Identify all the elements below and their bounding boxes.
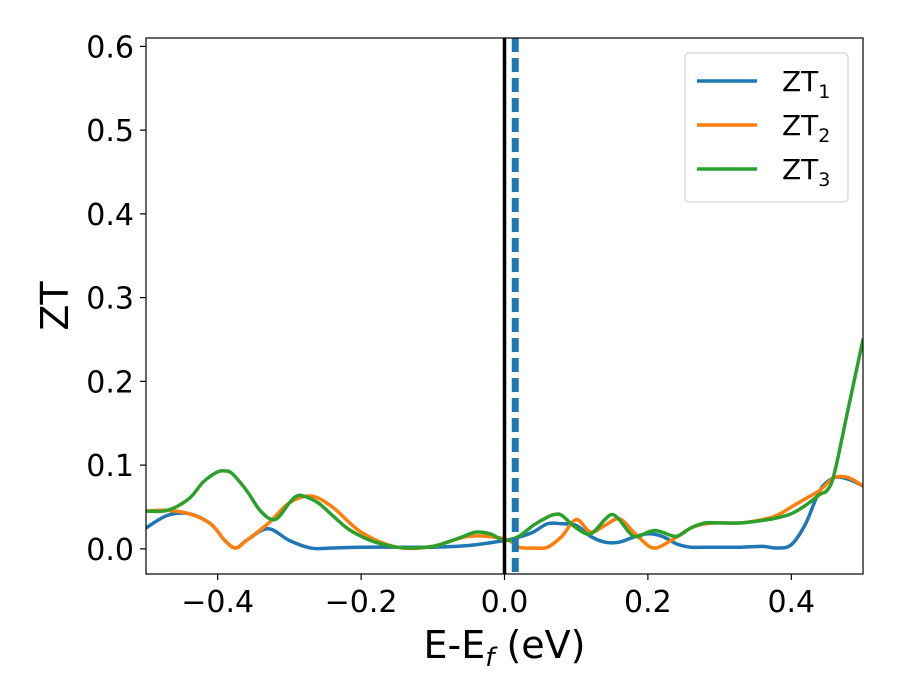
legend-frame <box>684 52 849 203</box>
y-tick-label: 0.0 <box>86 533 134 568</box>
x-axis-title-unit: (eV) <box>494 623 585 667</box>
legend-label-zt2: ZT2 <box>782 109 830 147</box>
y-tick-label: 0.5 <box>86 114 134 149</box>
y-tick-label: 0.1 <box>86 449 134 484</box>
y-tick-label: 0.2 <box>86 365 134 400</box>
y-tick-label: 0.3 <box>86 282 134 317</box>
x-tick-label: 0.4 <box>767 585 815 620</box>
x-axis-title: E-Ef (eV) <box>424 623 586 673</box>
x-axis: −0.4 −0.2 0.0 0.2 0.4 <box>181 574 815 620</box>
y-tick-label: 0.6 <box>86 30 134 65</box>
y-axis-title: ZT <box>33 281 77 331</box>
x-tick-label: −0.2 <box>325 585 398 620</box>
plot-area <box>146 38 863 574</box>
x-tick-label: −0.4 <box>181 585 254 620</box>
x-tick-label: 0.2 <box>624 585 672 620</box>
legend-label-zt1: ZT1 <box>782 65 830 103</box>
y-axis: 0.0 0.1 0.2 0.3 0.4 0.5 0.6 <box>86 30 146 568</box>
y-tick-label: 0.4 <box>86 198 134 233</box>
legend: ZT1 ZT2 ZT3 <box>684 52 849 203</box>
series-line-zt3 <box>146 337 863 550</box>
legend-label-zt3: ZT3 <box>782 153 830 191</box>
x-tick-label: 0.0 <box>481 585 529 620</box>
